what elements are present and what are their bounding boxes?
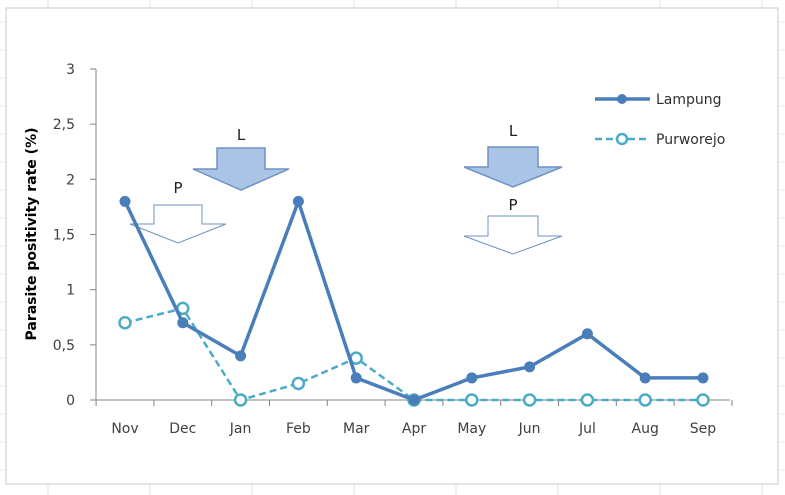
data-point-purworejo <box>233 393 248 407</box>
y-axis-ticks: 0 0,5 1 1,5 2 2,5 3 <box>53 62 96 409</box>
data-point-lampung <box>350 372 362 384</box>
annotation-arrow-outline <box>463 215 563 255</box>
data-point-purworejo <box>580 393 595 407</box>
y-tick-label: 3 <box>66 62 75 78</box>
x-tick-label: Sep <box>690 421 717 437</box>
annotation-arrow-filled <box>463 146 563 188</box>
data-point-lampung <box>119 195 131 207</box>
legend-marker-purworejo <box>615 132 629 146</box>
y-tick-label: 2 <box>66 172 75 188</box>
data-point-lampung <box>292 195 304 207</box>
annotation-label: L <box>237 126 246 144</box>
x-tick-label: Dec <box>169 421 196 437</box>
data-point-lampung <box>466 372 478 384</box>
data-point-purworejo <box>118 316 132 330</box>
data-point-purworejo <box>522 393 537 407</box>
y-tick-label: 2,5 <box>53 117 75 133</box>
x-tick-label: Jun <box>518 421 541 437</box>
data-point-lampung <box>235 350 247 362</box>
chart-area-border <box>5 7 779 485</box>
data-point-purworejo <box>291 376 306 391</box>
series-line-purworejo <box>124 307 703 402</box>
legend-item-purworejo: Purworejo <box>595 132 725 148</box>
y-tick-label: 1 <box>66 283 75 299</box>
legend-marker-lampung <box>617 94 627 104</box>
data-point-purworejo <box>696 393 710 407</box>
annotation-arrow-outline <box>129 204 227 244</box>
x-tick-label: May <box>457 421 486 437</box>
data-point-purworejo <box>465 393 479 407</box>
annotation-label: L <box>509 122 518 140</box>
annotation-arrows: L P L P <box>129 122 563 255</box>
x-tick-label: Jul <box>578 421 596 437</box>
x-tick-label: Mar <box>343 421 370 437</box>
data-point-lampung <box>524 361 536 373</box>
x-tick-label: Nov <box>111 421 138 437</box>
legend-label-lampung: Lampung <box>656 92 722 108</box>
x-tick-label: Feb <box>286 421 311 437</box>
series-layer <box>118 195 710 407</box>
legend-label-purworejo: Purworejo <box>656 132 725 148</box>
x-tick-label: Apr <box>402 421 426 437</box>
y-axis-label: Parasite positivity rate (%) <box>24 128 40 341</box>
annotation-label: P <box>508 196 517 214</box>
data-point-lampung <box>697 372 709 384</box>
x-tick-label: Jan <box>229 421 252 437</box>
data-point-lampung <box>639 372 651 384</box>
annotation-label: P <box>173 179 182 197</box>
y-tick-label: 0,5 <box>53 338 75 354</box>
x-axis-ticks: Nov Dec Jan Feb Mar Apr May Jun Jul Aug Sep <box>95 400 733 437</box>
data-point-lampung <box>177 317 189 329</box>
y-tick-label: 0 <box>66 393 75 409</box>
y-tick-label: 1,5 <box>53 228 75 244</box>
legend-item-lampung: Lampung <box>595 92 722 108</box>
legend: Lampung Purworejo <box>595 92 725 148</box>
x-tick-label: Aug <box>632 421 659 437</box>
data-point-lampung <box>408 394 420 406</box>
annotation-arrow-filled <box>192 147 290 191</box>
data-point-purworejo <box>638 393 652 407</box>
data-point-lampung <box>581 328 593 340</box>
